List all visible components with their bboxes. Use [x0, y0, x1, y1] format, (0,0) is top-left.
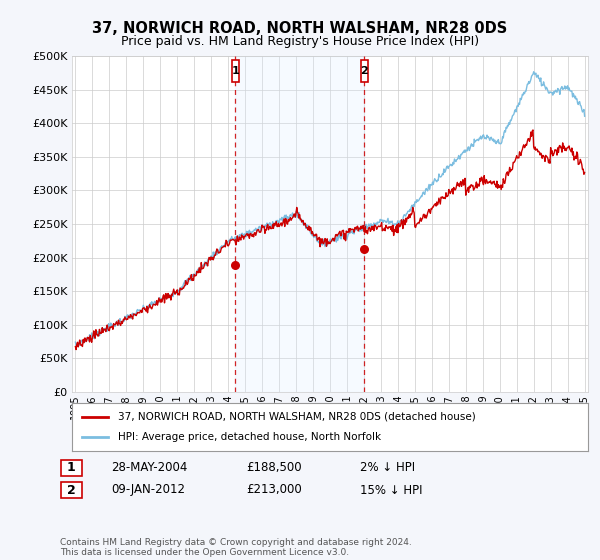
Point: [230, 261, 240, 270]
Text: 28-MAY-2004: 28-MAY-2004: [111, 461, 187, 474]
Text: £188,500: £188,500: [246, 461, 302, 474]
Text: HPI: Average price, detached house, North Norfolk: HPI: Average price, detached house, Nort…: [118, 432, 382, 442]
Text: 15% ↓ HPI: 15% ↓ HPI: [360, 483, 422, 497]
Bar: [361, 60, 368, 82]
Text: 2: 2: [361, 66, 368, 76]
Text: 2: 2: [67, 483, 76, 497]
Text: 1: 1: [67, 461, 76, 474]
Text: 37, NORWICH ROAD, NORTH WALSHAM, NR28 0DS: 37, NORWICH ROAD, NORTH WALSHAM, NR28 0D…: [92, 21, 508, 36]
Text: 1: 1: [232, 66, 239, 76]
Text: Contains HM Land Registry data © Crown copyright and database right 2024.
This d: Contains HM Land Registry data © Crown c…: [60, 538, 412, 557]
Text: 2% ↓ HPI: 2% ↓ HPI: [360, 461, 415, 474]
Bar: [235, 56, 364, 392]
Text: £213,000: £213,000: [246, 483, 302, 497]
Text: 37, NORWICH ROAD, NORTH WALSHAM, NR28 0DS (detached house): 37, NORWICH ROAD, NORTH WALSHAM, NR28 0D…: [118, 412, 476, 422]
Text: Price paid vs. HM Land Registry's House Price Index (HPI): Price paid vs. HM Land Registry's House …: [121, 35, 479, 48]
Text: 09-JAN-2012: 09-JAN-2012: [111, 483, 185, 497]
Point: [359, 244, 369, 253]
Bar: [232, 60, 239, 82]
